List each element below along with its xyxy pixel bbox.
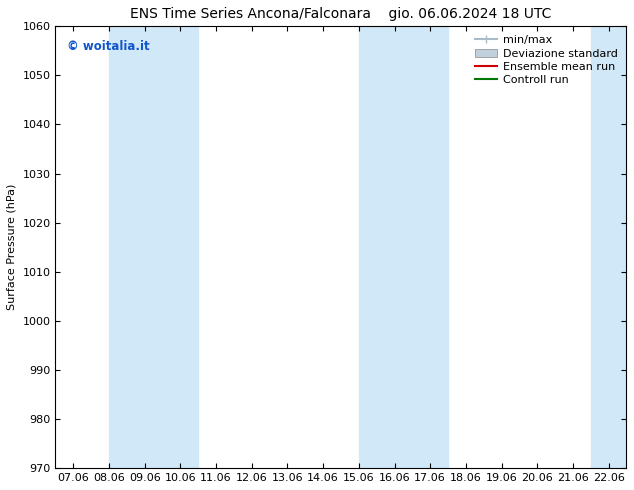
Text: © woitalia.it: © woitalia.it: [67, 40, 150, 52]
Bar: [359, 26, 448, 468]
Y-axis label: Surface Pressure (hPa): Surface Pressure (hPa): [7, 184, 17, 311]
Bar: [591, 26, 626, 468]
Bar: [109, 26, 198, 468]
Title: ENS Time Series Ancona/Falconara    gio. 06.06.2024 18 UTC: ENS Time Series Ancona/Falconara gio. 06…: [131, 7, 552, 21]
Legend: min/max, Deviazione standard, Ensemble mean run, Controll run: min/max, Deviazione standard, Ensemble m…: [472, 32, 621, 89]
